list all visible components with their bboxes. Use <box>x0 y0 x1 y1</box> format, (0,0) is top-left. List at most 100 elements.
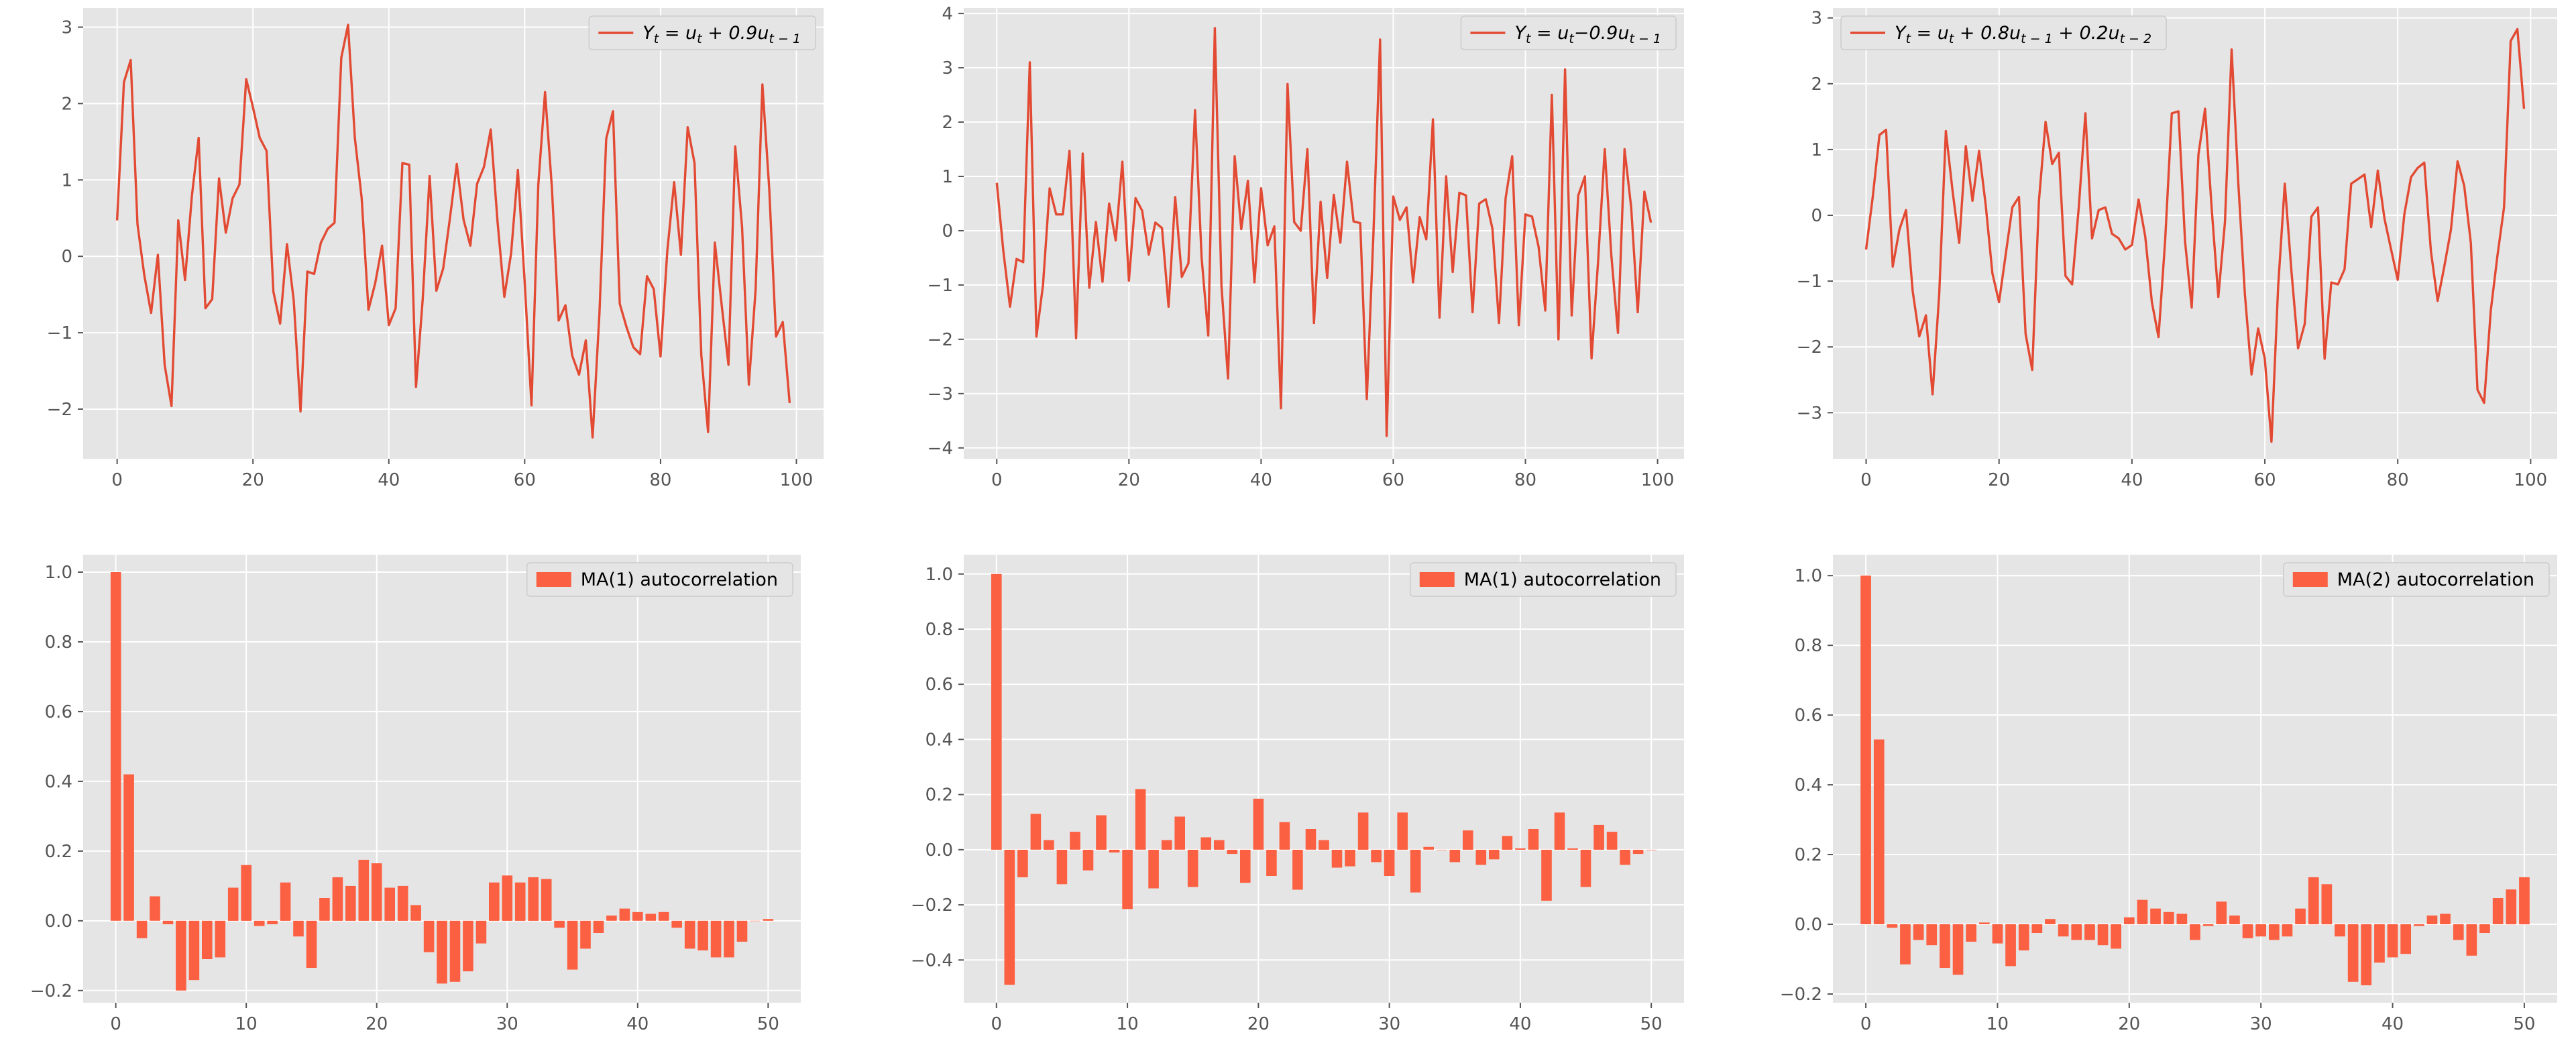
bar <box>1502 836 1513 850</box>
bar <box>2111 924 2121 949</box>
y-tick-label: 0 <box>1811 206 1822 226</box>
bar <box>254 920 265 926</box>
y-tick-label: 0.8 <box>926 620 953 640</box>
x-tick-label: 20 <box>1247 1014 1270 1034</box>
bar <box>319 898 330 921</box>
x-tick-label: 0 <box>111 470 123 490</box>
bar <box>645 914 657 921</box>
x-tick-label: 10 <box>1986 1014 2009 1034</box>
bars <box>110 572 774 991</box>
legend-box <box>1840 15 2167 50</box>
y-tick-label: 0.2 <box>45 842 72 862</box>
y-tick-label: 2 <box>1811 74 1822 95</box>
legend: Yt = ut + 0.8ut − 1 + 0.2ut − 2 <box>1840 15 2167 50</box>
bar <box>1292 849 1303 890</box>
y-tick-label: −2 <box>47 400 72 420</box>
bar <box>2361 924 2372 985</box>
bar <box>1541 849 1552 901</box>
bar <box>1056 849 1068 885</box>
legend-swatch <box>2292 572 2328 587</box>
x-tick-label: 30 <box>496 1014 518 1034</box>
bar <box>2308 877 2319 925</box>
y-tick-label: 2 <box>61 94 72 114</box>
x-tick-label: 0 <box>991 1014 1003 1034</box>
chart-panel-top-left: −2 −1 0 1 2 3 0 20 40 60 80 100 Yt = ut + 0.9ut − 1 <box>47 8 824 490</box>
bar <box>306 920 317 968</box>
bar <box>1122 849 1133 910</box>
bar <box>2335 924 2345 937</box>
bar <box>2071 924 2082 940</box>
bar <box>463 920 473 972</box>
bar <box>2426 916 2438 924</box>
y-tick-label: 3 <box>942 58 953 78</box>
bar <box>593 920 604 933</box>
bar <box>2202 924 2214 926</box>
legend-label: MA(2) autocorrelation <box>2337 569 2534 590</box>
y-tick-label: 0.6 <box>45 702 72 722</box>
bar <box>1900 924 1911 965</box>
bar <box>1240 849 1251 883</box>
bar <box>397 885 408 921</box>
bar <box>1109 849 1120 852</box>
bar <box>1174 816 1185 850</box>
bar <box>1148 849 1159 889</box>
y-tick-label: 0.8 <box>1795 636 1822 656</box>
bar <box>384 887 395 921</box>
bar <box>1860 575 1871 924</box>
bar <box>606 916 617 921</box>
y-tick-label: 4 <box>942 4 953 24</box>
y-tick-label: −0.2 <box>911 895 953 916</box>
legend: MA(1) autocorrelation <box>526 562 793 597</box>
bar <box>1567 848 1578 850</box>
x-tick-label: 0 <box>110 1014 121 1034</box>
bar <box>1423 846 1434 850</box>
legend-box <box>1410 562 1677 597</box>
y-tick-label: 0.2 <box>926 785 953 806</box>
bar <box>293 920 304 937</box>
y-tick-label: 0.8 <box>45 632 72 653</box>
bar <box>1489 849 1500 860</box>
legend: MA(1) autocorrelation <box>1410 562 1677 597</box>
y-tick-label: 1 <box>1811 140 1822 160</box>
bar <box>1554 812 1565 850</box>
y-tick-label: −2 <box>1797 337 1822 357</box>
bar <box>2031 924 2043 933</box>
bar <box>150 896 160 921</box>
bar <box>658 912 669 921</box>
bar <box>188 920 200 981</box>
bar <box>736 920 748 942</box>
y-tick-label: 3 <box>61 17 72 38</box>
bar <box>2058 924 2069 937</box>
bar <box>2255 924 2266 937</box>
bar <box>215 920 226 958</box>
bar <box>1606 832 1618 850</box>
bar <box>1030 814 1042 850</box>
series-line <box>115 23 791 439</box>
bar <box>2005 924 2016 967</box>
bar <box>1515 848 1526 850</box>
y-tick-label: 0.4 <box>1795 775 1822 795</box>
bars <box>1860 575 2530 985</box>
x-tick-label: 40 <box>1250 470 1272 490</box>
legend-swatch <box>536 572 571 587</box>
x-tick-label: 40 <box>1509 1014 1531 1034</box>
legend-label: Yt = ut + 0.8ut − 1 + 0.2ut − 2 <box>1895 23 2151 46</box>
bar <box>1528 829 1539 850</box>
y-tick-label: −1 <box>928 276 953 296</box>
bar <box>1384 849 1395 876</box>
legend-box <box>2283 562 2550 597</box>
bar <box>2176 914 2188 924</box>
bar <box>1187 849 1198 887</box>
bar <box>2229 916 2240 924</box>
bar <box>410 905 421 921</box>
bar <box>1082 849 1094 871</box>
bar <box>1913 924 1924 940</box>
bar <box>110 572 121 921</box>
y-tick-label: 2 <box>942 113 953 133</box>
x-tick-label: 100 <box>780 470 814 490</box>
bar <box>280 882 291 921</box>
bar <box>1070 832 1080 850</box>
y-tick-label: 1.0 <box>45 563 72 583</box>
y-tick-label: −0.2 <box>1780 985 1822 1005</box>
